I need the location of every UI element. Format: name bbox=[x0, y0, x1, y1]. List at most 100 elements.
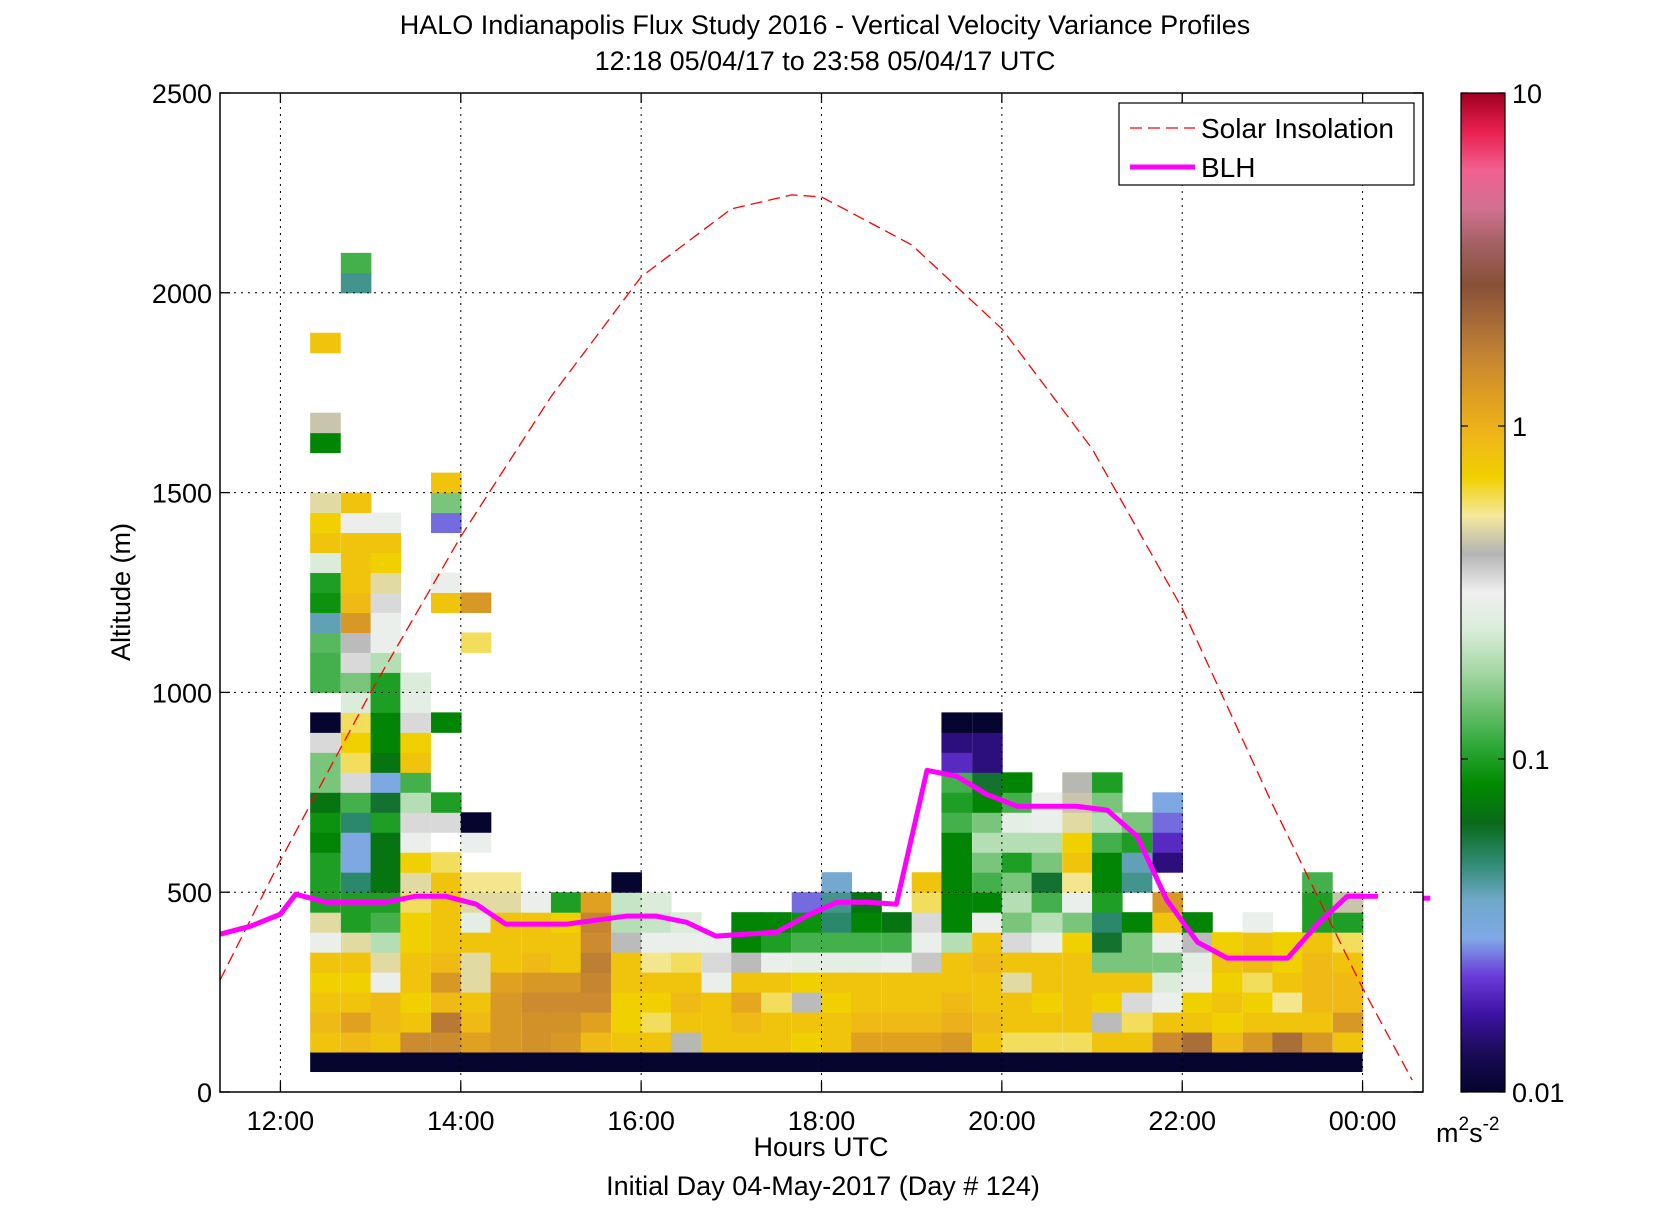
heatmap-cell bbox=[310, 932, 341, 953]
heatmap-cell bbox=[370, 772, 402, 793]
heatmap-cell bbox=[1272, 972, 1303, 993]
heatmap-cell bbox=[911, 952, 943, 973]
heatmap-cell bbox=[400, 972, 431, 993]
heatmap-cell bbox=[310, 532, 341, 554]
heatmap-cell bbox=[821, 1012, 853, 1033]
heatmap-cell bbox=[1121, 952, 1153, 973]
heatmap-cell bbox=[611, 972, 642, 993]
heatmap-cell bbox=[701, 992, 733, 1013]
heatmap-cell bbox=[1001, 992, 1033, 1013]
heatmap-cell bbox=[431, 812, 462, 833]
heatmap-cell bbox=[340, 612, 372, 633]
colorbar-unit-exp2: -2 bbox=[1483, 1114, 1500, 1135]
heatmap-cell bbox=[881, 1012, 913, 1033]
heatmap-cell bbox=[1001, 972, 1033, 993]
heatmap-cell bbox=[1152, 992, 1184, 1013]
heatmap-cell bbox=[701, 1032, 733, 1053]
heatmap-cell bbox=[340, 512, 372, 534]
heatmap-cell bbox=[521, 992, 552, 1013]
heatmap-cell bbox=[1242, 972, 1274, 993]
heatmap-cell bbox=[370, 752, 402, 773]
heatmap-cell bbox=[1001, 892, 1033, 913]
heatmap-cell bbox=[1092, 772, 1123, 793]
heatmap-cell bbox=[941, 892, 972, 913]
heatmap-cell bbox=[310, 852, 341, 873]
heatmap-cell bbox=[460, 932, 492, 953]
heatmap-cell bbox=[611, 992, 642, 1013]
heatmap-cell bbox=[791, 992, 823, 1013]
heatmap-cell bbox=[400, 692, 431, 713]
heatmap-cell bbox=[1302, 1012, 1333, 1033]
heatmap-cell bbox=[310, 812, 341, 833]
heatmap-cell bbox=[340, 592, 372, 613]
x-tick-label: 20:00 bbox=[968, 1106, 1036, 1136]
heatmap-cell bbox=[701, 972, 733, 993]
heatmap-cell bbox=[370, 972, 402, 993]
heatmap-cell bbox=[550, 1012, 582, 1033]
heatmap-cell bbox=[972, 852, 1003, 873]
heatmap-cell bbox=[550, 972, 582, 993]
heatmap-cell bbox=[490, 972, 522, 993]
heatmap-cell bbox=[400, 812, 431, 833]
heatmap-cell bbox=[370, 832, 402, 853]
heatmap-cell bbox=[761, 1032, 792, 1053]
heatmap-cell bbox=[431, 572, 462, 593]
heatmap-cell bbox=[400, 1032, 431, 1053]
x-tick-label: 14:00 bbox=[427, 1106, 495, 1136]
heatmap-cell bbox=[310, 872, 341, 893]
heatmap-cell bbox=[431, 912, 462, 933]
heatmap-cell bbox=[1182, 992, 1213, 1013]
heatmap-cell bbox=[972, 732, 1003, 753]
heatmap-cell bbox=[521, 1012, 552, 1033]
heatmap-cell bbox=[941, 752, 972, 773]
heatmap-cell bbox=[791, 1012, 823, 1033]
heatmap-cell bbox=[1272, 1032, 1303, 1053]
heatmap-cell bbox=[972, 812, 1003, 833]
heatmap-cell bbox=[1152, 832, 1184, 853]
colorbar-unit-base: m bbox=[1436, 1118, 1459, 1148]
heatmap-cell bbox=[310, 1012, 341, 1033]
heatmap-cells bbox=[310, 252, 1364, 1073]
heatmap-cell bbox=[1062, 972, 1093, 993]
heatmap-cell bbox=[701, 952, 733, 973]
heatmap-cell bbox=[611, 932, 642, 953]
heatmap-cell bbox=[941, 772, 972, 793]
heatmap-cell bbox=[1001, 1032, 1033, 1053]
heatmap-cell bbox=[370, 812, 402, 833]
heatmap-cell bbox=[1152, 852, 1184, 873]
heatmap-cell bbox=[851, 972, 882, 993]
heatmap-cell bbox=[731, 992, 762, 1013]
heatmap-cell bbox=[431, 1012, 462, 1033]
heatmap-cell bbox=[1062, 1012, 1093, 1033]
heatmap-cell bbox=[670, 1012, 702, 1033]
heatmap-cell bbox=[370, 572, 402, 593]
heatmap-cell bbox=[310, 652, 341, 673]
heatmap-cell bbox=[460, 1012, 492, 1033]
heatmap-cell bbox=[1031, 812, 1063, 833]
heatmap-cell bbox=[340, 532, 372, 554]
heatmap-cell bbox=[972, 1012, 1003, 1033]
heatmap-cell bbox=[400, 992, 431, 1013]
heatmap-cell bbox=[340, 792, 372, 813]
heatmap-cell bbox=[580, 992, 612, 1013]
heatmap-cell bbox=[791, 892, 823, 913]
heatmap-cell bbox=[310, 552, 341, 574]
heatmap-cell bbox=[340, 552, 372, 574]
heatmap-cell bbox=[490, 1012, 522, 1033]
heatmap-cell bbox=[1001, 872, 1033, 893]
heatmap-cell bbox=[1152, 792, 1184, 813]
heatmap-cell bbox=[701, 1012, 733, 1033]
legend-solar-label: Solar Insolation bbox=[1201, 113, 1394, 144]
heatmap-cell bbox=[580, 1012, 612, 1033]
heatmap-cell bbox=[1242, 1012, 1274, 1033]
heatmap-cell bbox=[400, 912, 431, 933]
heatmap-cell bbox=[641, 952, 672, 973]
heatmap-cell bbox=[340, 1012, 372, 1033]
heatmap-cell bbox=[1211, 1032, 1243, 1053]
solar-insolation-line bbox=[219, 194, 1413, 1081]
heatmap-cell bbox=[641, 1032, 672, 1053]
heatmap-cell bbox=[1092, 952, 1123, 973]
heatmap-cell bbox=[1092, 932, 1123, 953]
heatmap-cell bbox=[400, 932, 431, 953]
heatmap-cell bbox=[611, 1032, 642, 1053]
